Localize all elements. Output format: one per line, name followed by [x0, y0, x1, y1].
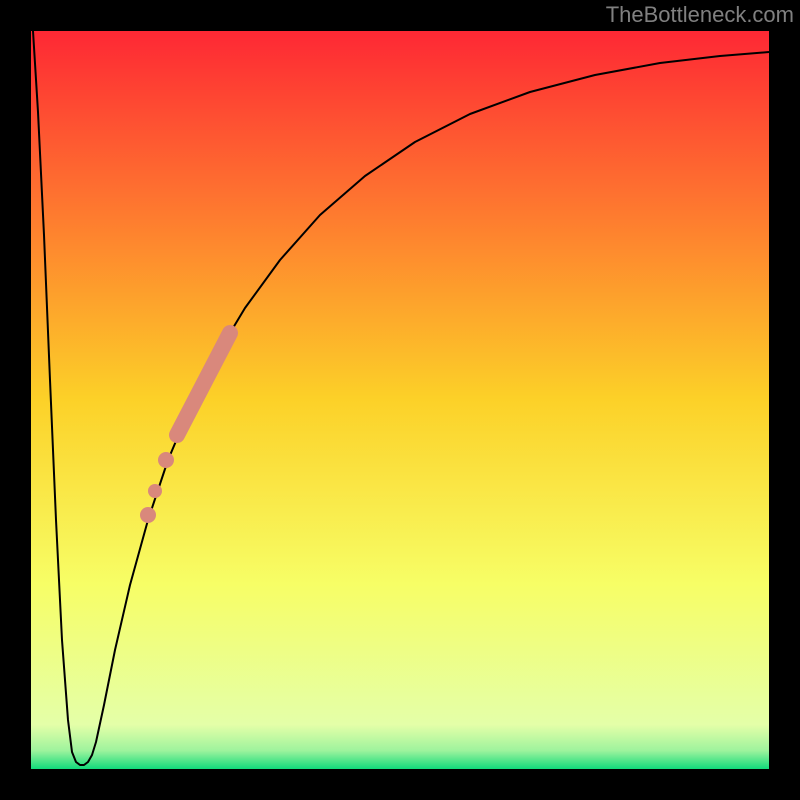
- plot-background: [31, 31, 769, 769]
- watermark-text: TheBottleneck.com: [606, 2, 794, 27]
- bottleneck-chart: TheBottleneck.com: [0, 0, 800, 800]
